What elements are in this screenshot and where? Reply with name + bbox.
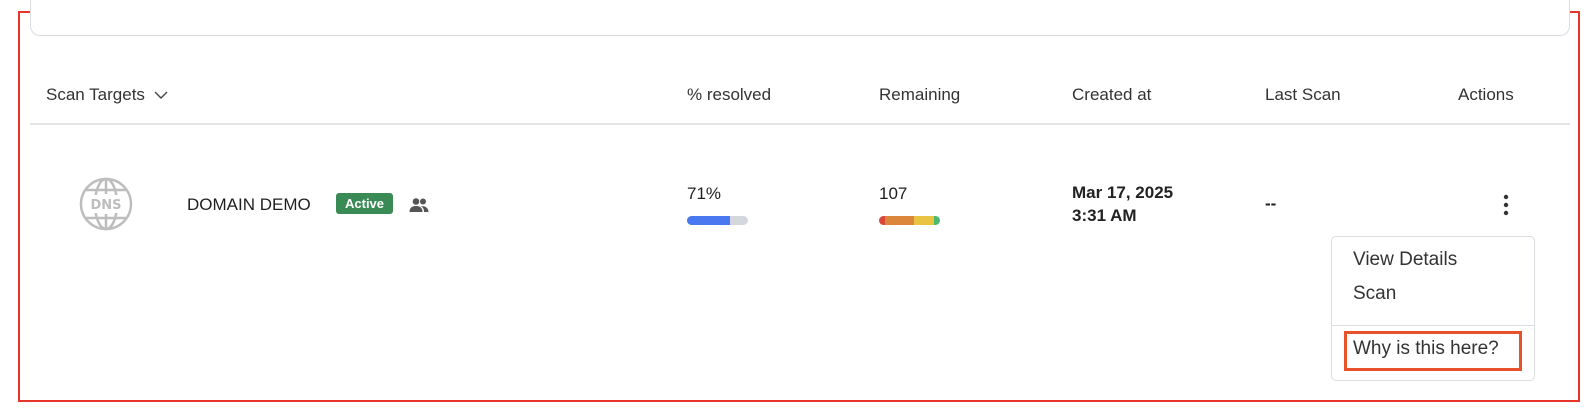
menu-item-view-details[interactable]: View Details [1353,249,1458,270]
top-card [30,0,1570,36]
status-badge: Active [336,193,394,214]
header-divider [30,123,1570,125]
highlight-box [1344,331,1522,371]
dns-globe-icon: DNS [79,177,133,231]
remaining-count: 107 [879,184,908,203]
more-vertical-icon[interactable] [1499,193,1513,217]
severity-segment [933,216,940,225]
column-header-resolved: % resolved [687,85,772,104]
severity-segment [879,216,886,225]
severity-segment [885,216,914,225]
remaining-severity-bar [879,216,940,225]
menu-item-why-is-this-here[interactable]: Why is this here? [1353,338,1499,359]
resolved-progress-fill [687,216,731,225]
last-scan: -- [1265,194,1277,213]
header-label: Scan Targets [46,85,145,104]
created-time: 3:31 AM [1072,206,1137,225]
column-header-remaining: Remaining [879,85,961,104]
actions-menu: View Details Scan Why is this here? [1331,236,1535,381]
column-header-scan-targets[interactable]: Scan Targets [46,85,168,105]
resolved-progress-bar [687,216,748,225]
target-name[interactable]: DOMAIN DEMO [187,195,311,214]
chevron-down-icon [154,91,168,99]
column-header-created-at: Created at [1072,85,1152,104]
menu-item-scan[interactable]: Scan [1353,283,1397,304]
column-header-last-scan: Last Scan [1265,85,1341,104]
svg-text:DNS: DNS [90,198,121,213]
resolved-percent: 71% [687,184,722,203]
menu-divider [1332,325,1534,326]
created-date: Mar 17, 2025 [1072,183,1174,202]
users-icon [409,198,429,212]
column-header-actions: Actions [1458,85,1514,104]
severity-segment [913,216,934,225]
